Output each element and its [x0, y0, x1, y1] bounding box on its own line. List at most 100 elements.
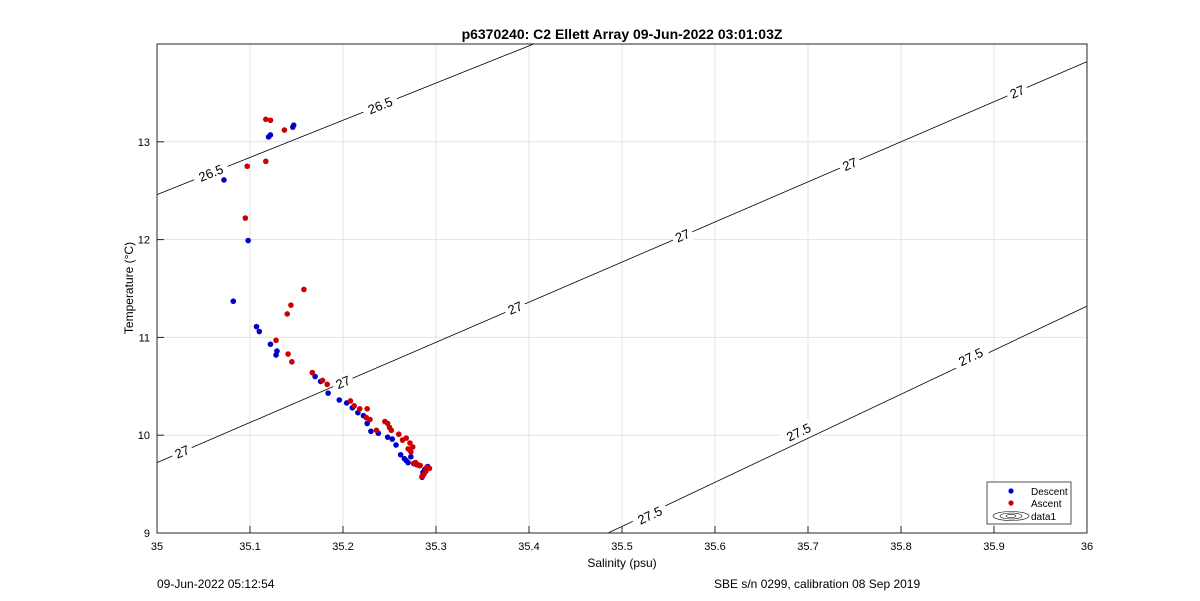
y-tick-label: 11	[139, 332, 150, 344]
ascent-point	[273, 337, 279, 344]
descent-point	[336, 397, 343, 403]
ascent-point	[417, 462, 423, 469]
ascent-point	[288, 302, 294, 308]
ascent-point	[319, 377, 326, 384]
descent-point	[384, 434, 391, 440]
legend-descent-label: Descent	[1031, 487, 1068, 498]
x-axis-label: Salinity (psu)	[587, 556, 656, 570]
descent-point	[408, 453, 414, 460]
gridlines	[157, 44, 1087, 533]
contour-label-background	[502, 296, 528, 320]
descent-point	[368, 428, 374, 435]
x-tick-label: 35.3	[425, 541, 446, 553]
x-tick-label: 35.8	[890, 541, 911, 553]
descent-point	[256, 328, 263, 335]
ascent-point	[396, 431, 402, 438]
ascent-point	[263, 116, 269, 123]
ascent-point	[408, 449, 414, 455]
ascent-point	[356, 405, 363, 412]
x-axis-ticks: 35 35.1 35.2 35.3 35.4 35.5 35.6 35.7 35.8 35.9 36	[151, 526, 1093, 553]
legend: Descent Ascent data1	[986, 481, 1072, 525]
x-tick-label: 35.1	[239, 541, 260, 553]
y-axis-label: Temperature (°C)	[122, 242, 136, 334]
ascent-point	[289, 359, 295, 365]
contour-label: 27	[673, 226, 692, 246]
ascent-point	[426, 465, 433, 472]
descent-point	[221, 177, 227, 183]
ascent-point	[364, 405, 370, 412]
contour-label-background	[191, 158, 231, 188]
ascent-point	[309, 369, 316, 376]
descent-point	[290, 122, 297, 128]
contour-icon	[992, 511, 1030, 521]
contour-label: 27	[172, 442, 191, 462]
legend-data1-label: data1	[1031, 512, 1056, 523]
y-tick-label: 9	[144, 528, 150, 540]
ascent-point	[267, 117, 274, 124]
ascent-point	[324, 381, 330, 388]
legend-descent-marker	[1008, 488, 1014, 494]
footer-calibration: SBE s/n 0299, calibration 08 Sep 2019	[714, 577, 921, 591]
x-tick-label: 35.2	[332, 541, 353, 553]
descent-point	[267, 341, 274, 348]
chart-title: p6370240: C2 Ellett Array 09-Jun-2022 03…	[462, 26, 783, 42]
descent-point	[393, 442, 399, 448]
x-tick-label: 35	[151, 541, 163, 553]
x-tick-label: 35.6	[704, 541, 725, 553]
descent-point	[267, 132, 274, 138]
legend-ascent-label: Ascent	[1031, 499, 1062, 510]
contour-label-background	[330, 370, 356, 394]
ascent-point	[367, 416, 373, 423]
descent-point	[274, 348, 280, 354]
descent-point	[405, 459, 411, 466]
y-tick-label: 12	[138, 235, 150, 247]
ascent-point	[301, 286, 307, 293]
footer-timestamp: 09-Jun-2022 05:12:54	[157, 577, 275, 591]
contour-label: 27	[505, 298, 524, 318]
y-tick-label: 10	[138, 430, 150, 442]
descent-point	[230, 298, 237, 305]
ascent-point	[263, 158, 269, 165]
legend-ascent-marker	[1008, 500, 1014, 506]
ascent-point	[409, 444, 416, 450]
contour-label: 27	[1008, 82, 1027, 102]
descent-point	[389, 436, 396, 442]
contour-label-background	[360, 91, 400, 120]
contour-label-background	[630, 500, 670, 531]
density-contour-line	[607, 305, 1088, 534]
contour-label-background	[1004, 80, 1031, 104]
ascent-point	[403, 435, 410, 441]
contour-label: 27	[333, 373, 352, 393]
x-tick-label: 35.4	[518, 541, 539, 553]
descent-point	[325, 390, 331, 396]
contour-label-background	[779, 417, 819, 448]
contour-label-background	[951, 342, 991, 372]
descent-point	[364, 420, 370, 427]
ascent-point	[351, 403, 357, 409]
ascent-point	[407, 440, 413, 446]
data-points	[221, 116, 433, 481]
y-tick-label: 13	[138, 137, 150, 149]
ascent-point	[281, 127, 288, 133]
contour-label-background	[169, 440, 195, 464]
descent-point	[253, 323, 260, 330]
descent-point	[397, 451, 404, 458]
ascent-point	[284, 311, 291, 317]
contour-label-background	[669, 224, 696, 248]
ascent-point	[242, 215, 249, 221]
contour-label-background	[837, 152, 863, 176]
ascent-point	[347, 398, 354, 404]
x-tick-label: 35.9	[983, 541, 1004, 553]
x-tick-label: 36	[1081, 541, 1093, 553]
contour-label: 27	[840, 155, 859, 175]
descent-point	[312, 373, 318, 380]
x-tick-label: 35.7	[797, 541, 818, 553]
ascent-point	[373, 427, 380, 434]
ascent-point	[285, 351, 291, 357]
density-contour-line	[156, 61, 1088, 463]
x-tick-label: 35.5	[611, 541, 632, 553]
ascent-point	[388, 427, 395, 434]
ascent-point	[244, 163, 251, 170]
y-axis-ticks: 9 10 11 12 13	[138, 137, 164, 540]
